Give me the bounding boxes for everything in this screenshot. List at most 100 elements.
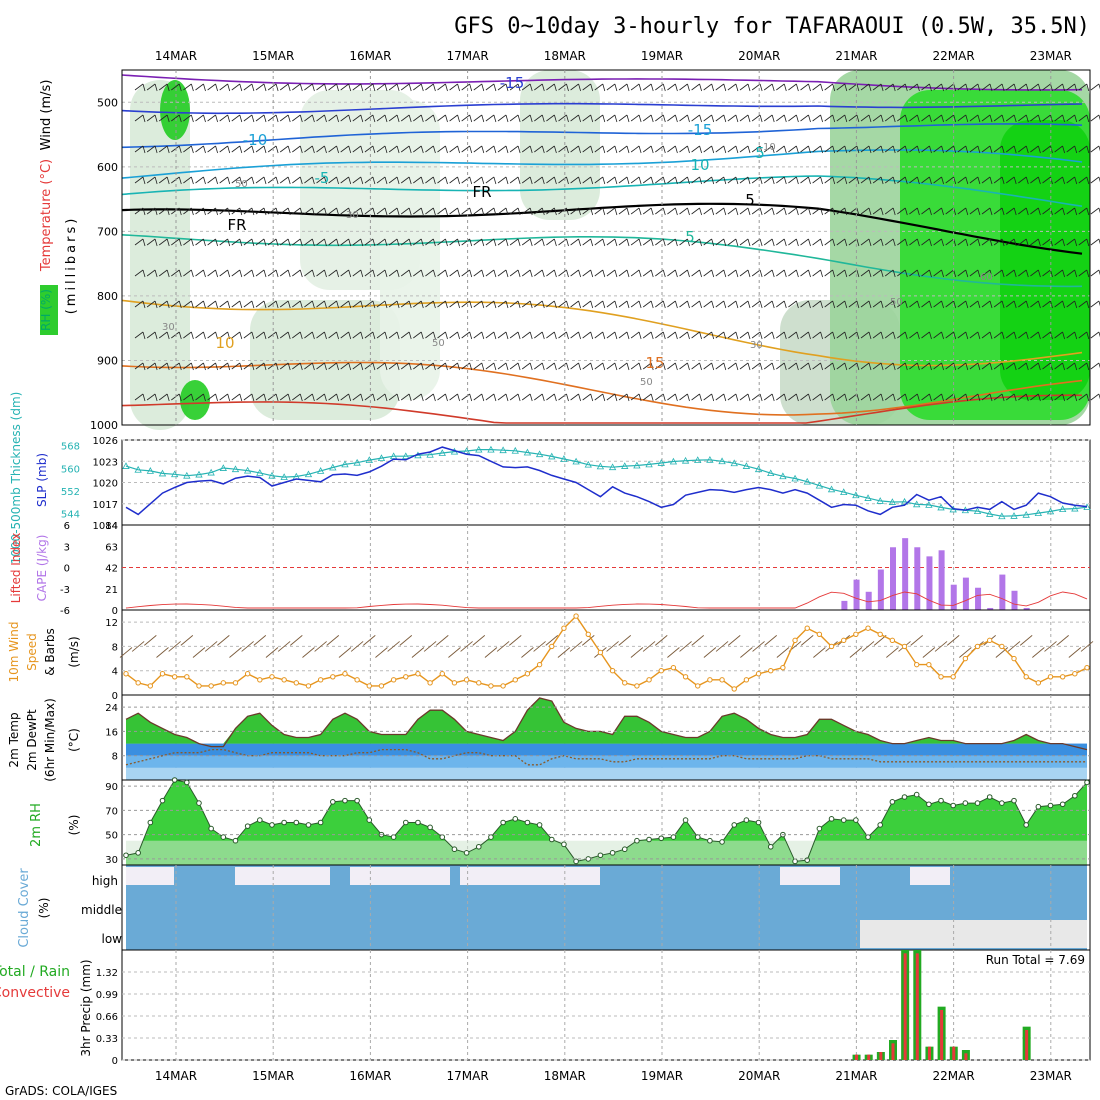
wind-barb bbox=[469, 393, 473, 402]
wind-barb bbox=[662, 238, 666, 247]
wind-barb bbox=[541, 207, 545, 216]
wind-speed-point bbox=[439, 671, 445, 677]
wind-barb bbox=[953, 269, 957, 278]
wind-barb bbox=[1042, 83, 1051, 91]
wind-barb bbox=[384, 145, 388, 154]
wind-barb bbox=[215, 207, 218, 216]
rh-point bbox=[938, 797, 944, 804]
wind-barb bbox=[473, 83, 483, 91]
wind-barb bbox=[493, 269, 497, 278]
wind-barb bbox=[541, 331, 545, 340]
wind-speed-point bbox=[780, 664, 786, 671]
wind-barb bbox=[703, 331, 712, 339]
wind-barb bbox=[203, 238, 206, 247]
wind-barb bbox=[1074, 331, 1078, 340]
wind-barb bbox=[933, 269, 942, 277]
wind-barb bbox=[957, 83, 967, 91]
rh-point bbox=[159, 797, 166, 804]
wind-barb bbox=[723, 269, 727, 278]
wind-barb bbox=[965, 393, 969, 402]
wind-barb bbox=[800, 176, 809, 184]
wind-barb bbox=[1062, 300, 1065, 309]
wind-barb bbox=[856, 238, 860, 247]
wind-barb bbox=[771, 207, 775, 216]
wind-barb bbox=[566, 83, 569, 92]
wind-barb bbox=[836, 331, 846, 339]
wind-barb bbox=[662, 269, 666, 278]
wind-barb bbox=[783, 207, 787, 216]
wind-barb bbox=[808, 269, 811, 278]
wind-barb bbox=[1042, 145, 1051, 153]
wind-barb bbox=[534, 393, 543, 401]
wind-barb bbox=[1086, 362, 1090, 371]
wind-barb bbox=[953, 331, 957, 340]
wind-barb bbox=[630, 114, 640, 122]
wind-barb bbox=[299, 393, 303, 402]
precip-conv-bar bbox=[927, 1046, 931, 1060]
wind-barb bbox=[420, 207, 424, 216]
wind-barb bbox=[570, 176, 579, 184]
wind-barb bbox=[917, 145, 920, 154]
wind-barb bbox=[142, 207, 146, 216]
wind-barb bbox=[618, 207, 628, 215]
wind-barb bbox=[227, 300, 231, 309]
wind-barb bbox=[215, 238, 218, 247]
wind-barb bbox=[675, 207, 678, 216]
wind-barb bbox=[594, 331, 604, 339]
wind-barb bbox=[917, 207, 920, 216]
wind-barb bbox=[582, 145, 591, 153]
thickness-point bbox=[608, 463, 617, 471]
wind-barb bbox=[796, 145, 799, 154]
wind-barb bbox=[800, 269, 809, 277]
wind-barb bbox=[1074, 207, 1078, 216]
wind-barb bbox=[929, 207, 932, 216]
cape-bar bbox=[926, 556, 933, 610]
wind-barb bbox=[626, 269, 630, 278]
wind-barb bbox=[860, 114, 870, 122]
wind-barb bbox=[953, 114, 957, 123]
wind-barb bbox=[521, 647, 534, 658]
wind-barb bbox=[989, 176, 993, 185]
wind-barb bbox=[376, 176, 386, 184]
wind-barb bbox=[856, 393, 860, 402]
wind-barb bbox=[934, 641, 948, 652]
chart-title: GFS 0~10day 3-hourly for TAFARAOUI (0.5W… bbox=[454, 14, 1090, 39]
wind-barb bbox=[650, 145, 654, 154]
wind-barb bbox=[929, 238, 932, 247]
wind-barb bbox=[929, 393, 932, 402]
wind-barb bbox=[227, 83, 231, 92]
wind-barb bbox=[578, 114, 581, 123]
wind-barb bbox=[904, 176, 908, 185]
wind-barb bbox=[134, 300, 144, 308]
wind-barb bbox=[352, 269, 362, 277]
wind-barb bbox=[1090, 83, 1100, 91]
wind-barb bbox=[776, 269, 785, 277]
wind-barb bbox=[134, 145, 144, 153]
wind-barb bbox=[360, 269, 364, 278]
wind-barb bbox=[1050, 269, 1053, 278]
thickness-point bbox=[499, 446, 507, 454]
wind-barb bbox=[602, 114, 606, 123]
wind-barb bbox=[1078, 83, 1088, 91]
date-label-top: 21MAR bbox=[835, 49, 877, 63]
wind-barb bbox=[711, 362, 715, 371]
wind-barb bbox=[1001, 269, 1005, 278]
wind-barb bbox=[336, 207, 339, 216]
rh-point bbox=[634, 837, 640, 844]
thickness-point bbox=[231, 465, 240, 473]
wind-barb bbox=[1054, 83, 1063, 91]
wind-barb bbox=[529, 83, 533, 92]
wind-barb bbox=[413, 114, 422, 122]
wind-barb bbox=[299, 331, 303, 340]
wind-barb bbox=[667, 647, 680, 658]
wind-barb bbox=[655, 145, 664, 153]
wind-barb bbox=[917, 83, 920, 92]
wind-barb bbox=[396, 207, 400, 216]
wind-barb bbox=[687, 114, 690, 123]
wind-barb bbox=[461, 300, 470, 308]
wind-barb bbox=[207, 300, 216, 308]
wind-barb bbox=[328, 331, 337, 339]
wind-barb bbox=[1054, 269, 1063, 277]
wind-barb bbox=[929, 176, 932, 185]
wind-barb bbox=[977, 269, 981, 278]
